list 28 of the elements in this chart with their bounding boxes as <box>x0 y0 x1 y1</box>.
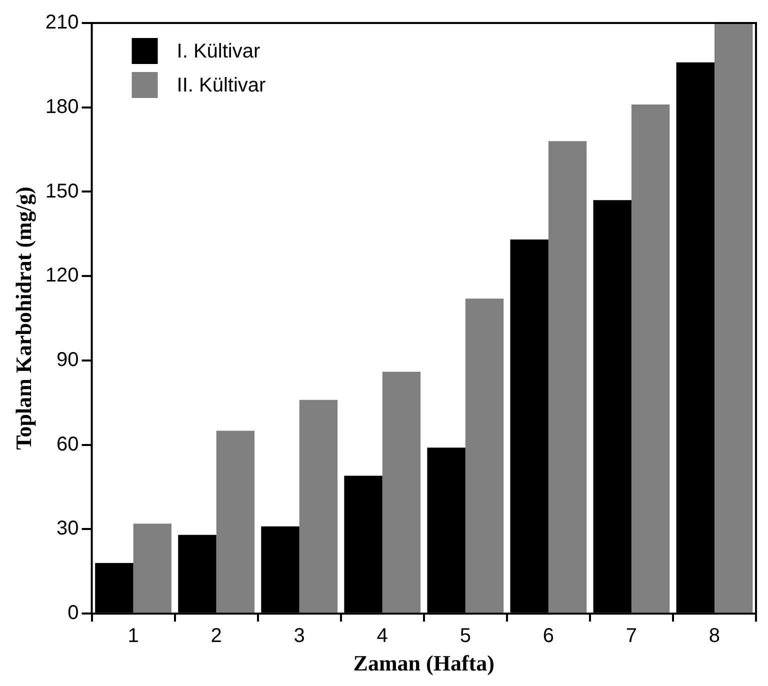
y-tick-label: 90 <box>56 349 79 371</box>
y-tick-label: 60 <box>56 433 79 456</box>
legend-label: I. Kültivar <box>176 40 260 63</box>
y-tick-label: 30 <box>56 518 79 540</box>
bar <box>631 104 670 613</box>
x-tick-label: 2 <box>210 625 222 648</box>
bar <box>548 141 587 613</box>
bar <box>465 298 504 613</box>
y-axis-title: Toplam Karbohidrat (mg/g) <box>10 186 36 450</box>
x-tick-label: 5 <box>460 625 471 648</box>
y-tick-label: 0 <box>68 602 79 624</box>
bar <box>216 430 255 613</box>
y-tick-label: 210 <box>45 12 79 34</box>
x-axis-title: Zaman (Hafta) <box>353 650 494 676</box>
y-tick-label: 150 <box>45 180 79 202</box>
bar <box>382 372 421 613</box>
y-tick-label: 120 <box>45 264 79 287</box>
y-tick-label: 180 <box>45 96 79 118</box>
x-tick-label: 1 <box>128 625 139 648</box>
x-tick-label: 7 <box>626 625 638 648</box>
bar <box>133 524 172 613</box>
x-tick-label: 4 <box>376 625 388 648</box>
bar <box>299 400 338 613</box>
legend-label: II. Kültivar <box>176 74 266 97</box>
bar <box>714 23 753 613</box>
x-tick-label: 8 <box>708 625 720 648</box>
x-tick-label: 3 <box>294 625 305 648</box>
x-tick-label: 6 <box>542 625 554 648</box>
